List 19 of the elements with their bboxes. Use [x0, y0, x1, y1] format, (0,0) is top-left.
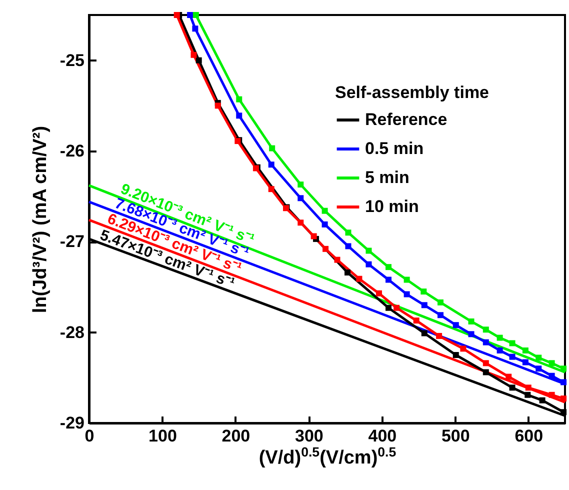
x-tick-label: 500	[441, 426, 470, 446]
x-axis-title: (V/d)$^{0.5}$(V/cm)$^{0.5}$	[258, 444, 397, 468]
legend-label: 5 min	[365, 168, 410, 187]
x-tick-label: 100	[148, 426, 177, 446]
x-tick-label: 300	[295, 426, 324, 446]
legend-title: Self-assembly time	[335, 83, 490, 102]
x-tick-label: 200	[222, 426, 250, 446]
legend-label: 0.5 min	[365, 139, 424, 158]
legend-label: Reference	[365, 110, 448, 129]
x-tick-label: 600	[514, 426, 544, 446]
legend-label: 10 min	[365, 197, 419, 216]
y-tick-label: -27	[60, 232, 84, 252]
y-tick-label: -25	[60, 50, 84, 70]
x-tick-label: 0	[84, 426, 94, 446]
y-axis-title: ln(Jd³/V²) (mA cm/V²)	[30, 126, 51, 314]
y-tick-label: -29	[60, 414, 84, 432]
y-tick-label: -28	[60, 322, 84, 342]
y-tick-label: -26	[60, 142, 84, 160]
x-tick-label: 400	[368, 426, 397, 446]
